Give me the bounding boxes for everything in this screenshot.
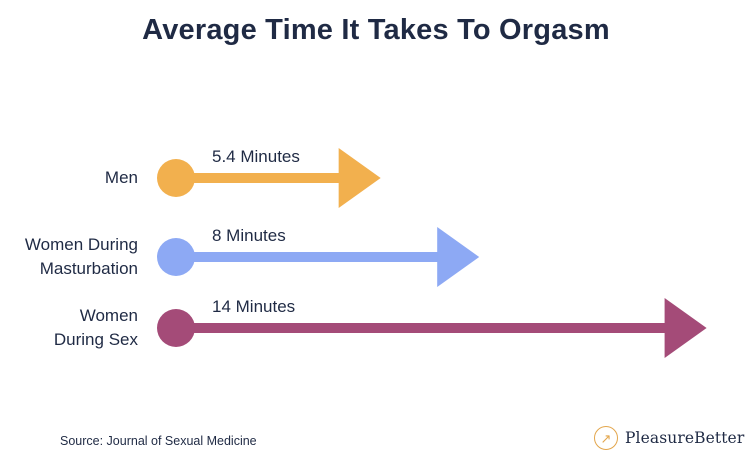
- arrow-up-right-icon: ↗: [594, 426, 618, 450]
- arrow-shaft: [176, 252, 440, 262]
- arrow-shaft: [176, 173, 341, 183]
- brand-name: PleasureBetter: [625, 429, 745, 447]
- arrow-women-during-sex: 14 Minutes: [157, 297, 707, 358]
- chart-title: Average Time It Takes To Orgasm: [142, 14, 610, 46]
- data-label: 5.4 Minutes: [212, 147, 300, 166]
- arrow-men: 5.4 Minutes: [157, 147, 381, 208]
- arrow-women-during-masturbation: 8 Minutes: [157, 226, 480, 287]
- data-label: 8 Minutes: [212, 226, 286, 245]
- arrow-shaft: [176, 323, 667, 333]
- category-label: Men: [104, 168, 138, 187]
- data-label: 14 Minutes: [212, 297, 295, 316]
- arrow-head: [437, 227, 480, 287]
- arrow-start-dot: [157, 238, 195, 276]
- arrow-head: [664, 298, 707, 358]
- arrow-start-dot: [157, 309, 195, 347]
- arrow-start-dot: [157, 159, 195, 197]
- category-label: Women During Masturbation: [24, 235, 138, 278]
- arrow-head: [338, 148, 381, 208]
- brand-logo: ↗ PleasureBetter: [594, 424, 744, 452]
- category-label: Women During Sex: [53, 306, 138, 349]
- source-note: Source: Journal of Sexual Medicine: [60, 434, 257, 448]
